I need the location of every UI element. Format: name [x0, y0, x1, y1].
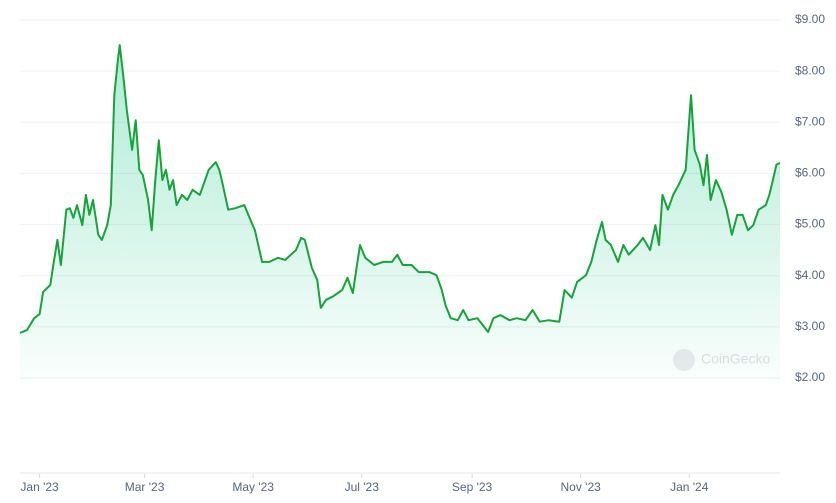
- y-tick-label: $2.00: [795, 370, 825, 384]
- watermark-group: CoinGecko: [673, 349, 770, 371]
- y-tick-label: $3.00: [795, 319, 825, 333]
- y-tick-label: $8.00: [795, 63, 825, 77]
- watermark: CoinGecko: [701, 351, 770, 367]
- x-tick-label: Jan '23: [20, 480, 59, 494]
- price-line: [19, 44, 781, 334]
- price-area: [20, 45, 780, 383]
- y-tick-label: $7.00: [795, 114, 825, 128]
- x-tick-label: Mar '23: [125, 480, 165, 494]
- watermark-logo: [673, 349, 695, 371]
- labels: $9.00 $8.00 $7.00 $6.00 $5.00 $4.00 $3.00 $2.00…: [20, 12, 825, 494]
- x-tick-label: Jan '24: [670, 480, 709, 494]
- y-tick-label: $9.00: [795, 12, 825, 26]
- plot: [19, 44, 781, 383]
- x-tick-label: Nov '23: [560, 480, 601, 494]
- x-tick-label: May '23: [232, 480, 274, 494]
- x-tick-label: Jul '23: [345, 480, 380, 494]
- y-tick-label: $5.00: [795, 217, 825, 231]
- x-tick-label: Sep '23: [452, 480, 493, 494]
- y-tick-label: $4.00: [795, 268, 825, 282]
- y-tick-label: $6.00: [795, 166, 825, 180]
